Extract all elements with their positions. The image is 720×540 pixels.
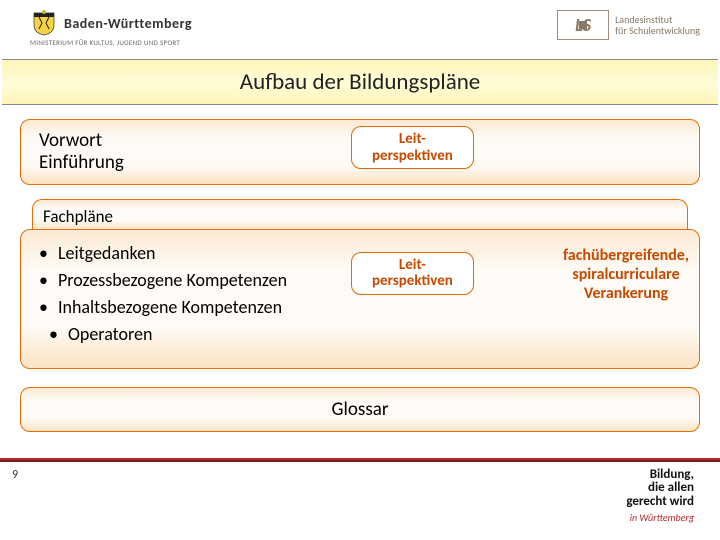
fachplane-block: Leitgedanken Prozessbezogene Kompetenzen…: [20, 229, 700, 369]
state-logo-row: Baden-Württemberg: [30, 10, 192, 36]
brand-sub: in Württemberg: [626, 511, 694, 524]
glossar-block: Glossar: [20, 387, 700, 432]
pill-top-line1: Leit-: [372, 131, 453, 148]
header-left: Baden-Württemberg MINISTERIUM FÜR KULTUS…: [30, 10, 192, 47]
ls-line2: für Schulentwicklung: [615, 25, 700, 36]
fachplane-label-block: Fachpläne: [32, 199, 688, 229]
state-name: Baden-Württemberg: [64, 15, 192, 32]
aside-line3: Verankerung: [551, 284, 701, 303]
aside-line1: fachübergreifende,: [551, 246, 701, 265]
vorwort-line1: Vorwort: [39, 130, 124, 152]
vorwort-block: Vorwort Einführung Leit- perspektiven: [20, 119, 700, 185]
vorwort-text: Vorwort Einführung: [39, 130, 124, 174]
brand-line2: die allen: [626, 481, 694, 495]
fachuebergreifend-aside: fachübergreifende, spiralcurriculare Ver…: [551, 246, 701, 304]
ls-logo-icon: LS: [557, 10, 609, 40]
leitperspektiven-pill-top: Leit- perspektiven: [351, 126, 474, 169]
header: Baden-Württemberg MINISTERIUM FÜR KULTUS…: [0, 0, 720, 51]
page-number: 9: [12, 468, 18, 482]
ls-text: Landesinstitut für Schulentwicklung: [615, 14, 700, 36]
title-bar: Aufbau der Bildungspläne: [2, 59, 718, 105]
fachplane-item: Operatoren: [39, 321, 681, 348]
fachplane-label: Fachpläne: [43, 206, 113, 227]
slide: Baden-Württemberg MINISTERIUM FÜR KULTUS…: [0, 0, 720, 540]
header-right: LS Landesinstitut für Schulentwicklung: [557, 10, 700, 40]
brand-line1: Bildung,: [626, 468, 694, 482]
footer: 9 Bildung, die allen gerecht wird in Wür…: [0, 462, 720, 524]
brand-line3: gerecht wird: [626, 495, 694, 509]
footer-brand: Bildung, die allen gerecht wird in Württ…: [626, 468, 694, 524]
pill-mid-line2: perspektiven: [372, 273, 453, 290]
aside-line2: spiralcurriculare: [551, 265, 701, 284]
pill-mid-line1: Leit-: [372, 257, 453, 274]
glossar-label: Glossar: [332, 398, 389, 421]
pill-top-line2: perspektiven: [372, 148, 453, 165]
ministry-label: MINISTERIUM FÜR KULTUS, JUGEND UND SPORT: [30, 38, 192, 47]
leitperspektiven-pill-mid: Leit- perspektiven: [351, 252, 474, 295]
vorwort-line2: Einführung: [39, 152, 124, 174]
state-crest-icon: [30, 10, 58, 36]
